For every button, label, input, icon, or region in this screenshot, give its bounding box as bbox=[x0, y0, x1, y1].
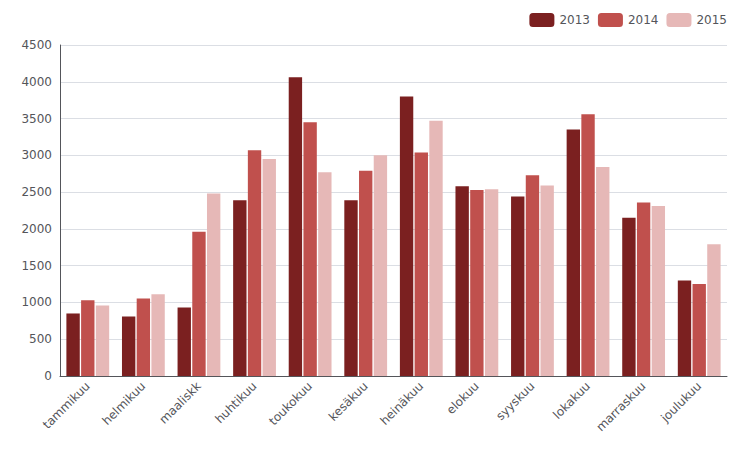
svg-text:kesäkuu: kesäkuu bbox=[326, 379, 371, 424]
svg-text:joulukuu: joulukuu bbox=[658, 379, 705, 426]
svg-text:3500: 3500 bbox=[21, 112, 52, 126]
svg-text:2500: 2500 bbox=[21, 185, 52, 199]
svg-text:elokuu: elokuu bbox=[444, 379, 482, 417]
svg-text:2014: 2014 bbox=[628, 13, 659, 27]
svg-text:maaliskk: maaliskk bbox=[156, 379, 204, 427]
svg-text:2000: 2000 bbox=[21, 222, 52, 236]
svg-text:tammikuu: tammikuu bbox=[40, 379, 93, 432]
svg-text:syyskuu: syyskuu bbox=[493, 379, 537, 423]
svg-text:helmikuu: helmikuu bbox=[99, 379, 148, 428]
svg-text:huhtikuu: huhtikuu bbox=[212, 379, 259, 426]
svg-text:1000: 1000 bbox=[21, 295, 52, 309]
svg-text:heinäkuu: heinäkuu bbox=[377, 379, 426, 428]
svg-text:4500: 4500 bbox=[21, 38, 52, 52]
svg-text:500: 500 bbox=[29, 332, 52, 346]
svg-text:toukokuu: toukokuu bbox=[266, 379, 315, 428]
svg-text:4000: 4000 bbox=[21, 75, 52, 89]
svg-text:3000: 3000 bbox=[21, 148, 52, 162]
svg-text:lokakuu: lokakuu bbox=[550, 379, 593, 422]
svg-text:1500: 1500 bbox=[21, 259, 52, 273]
svg-text:0: 0 bbox=[44, 369, 52, 383]
svg-text:marraskuu: marraskuu bbox=[593, 379, 648, 434]
svg-text:2013: 2013 bbox=[559, 13, 590, 27]
svg-text:2015: 2015 bbox=[696, 13, 727, 27]
